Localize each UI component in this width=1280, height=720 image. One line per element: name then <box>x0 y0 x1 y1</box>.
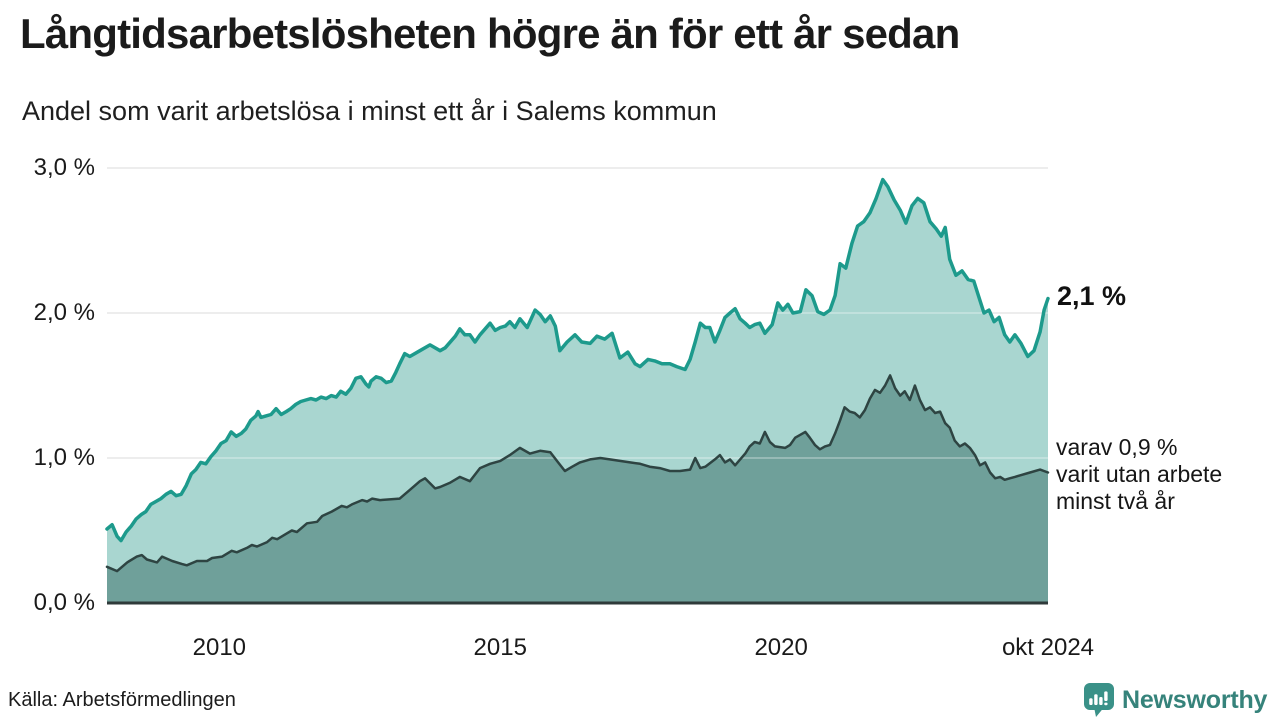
newsworthy-logo: Newsworthy <box>1082 682 1267 718</box>
y-tick-label: 1,0 % <box>33 444 95 471</box>
newsworthy-logo-text: Newsworthy <box>1122 685 1268 714</box>
x-axis-baseline <box>107 601 1048 605</box>
series-line-1 <box>105 177 1050 543</box>
annotation-line-1: varav 0,9 % <box>1056 434 1178 460</box>
series-area-2 <box>107 375 1048 603</box>
y-tick-label: 3,0 % <box>33 154 95 181</box>
chart-subtitle: Andel som varit arbetslösa i minst ett å… <box>22 96 717 126</box>
x-tick-label: okt 2024 <box>1001 634 1095 661</box>
page-title: Långtidsarbetslösheten högre än för ett … <box>20 10 960 57</box>
x-tick-label: 2010 <box>192 634 247 661</box>
series-annotation-2yr: varav 0,9 % varit utan arbete minst två … <box>1056 434 1276 515</box>
y-tick-label: 0,0 % <box>33 589 95 616</box>
annotation-line-3: minst två år <box>1056 488 1175 514</box>
x-tick-label: 2015 <box>473 634 527 661</box>
y-tick-label: 2,0 % <box>33 299 95 326</box>
newsworthy-logo-icon <box>1084 683 1114 717</box>
source-credit: Källa: Arbetsförmedlingen <box>8 689 236 711</box>
x-tick-label: 2020 <box>754 634 808 661</box>
area-chart: 0,0 % 1,0 % 2,0 % 3,0 % 2010 2015 2020 okt 2024 <box>0 140 1280 661</box>
chart-plot-svg <box>105 167 1050 605</box>
series-line-2 <box>105 374 1050 573</box>
series-end-value-label: 2,1 % <box>1057 281 1127 311</box>
annotation-line-2: varit utan arbete <box>1056 461 1223 487</box>
